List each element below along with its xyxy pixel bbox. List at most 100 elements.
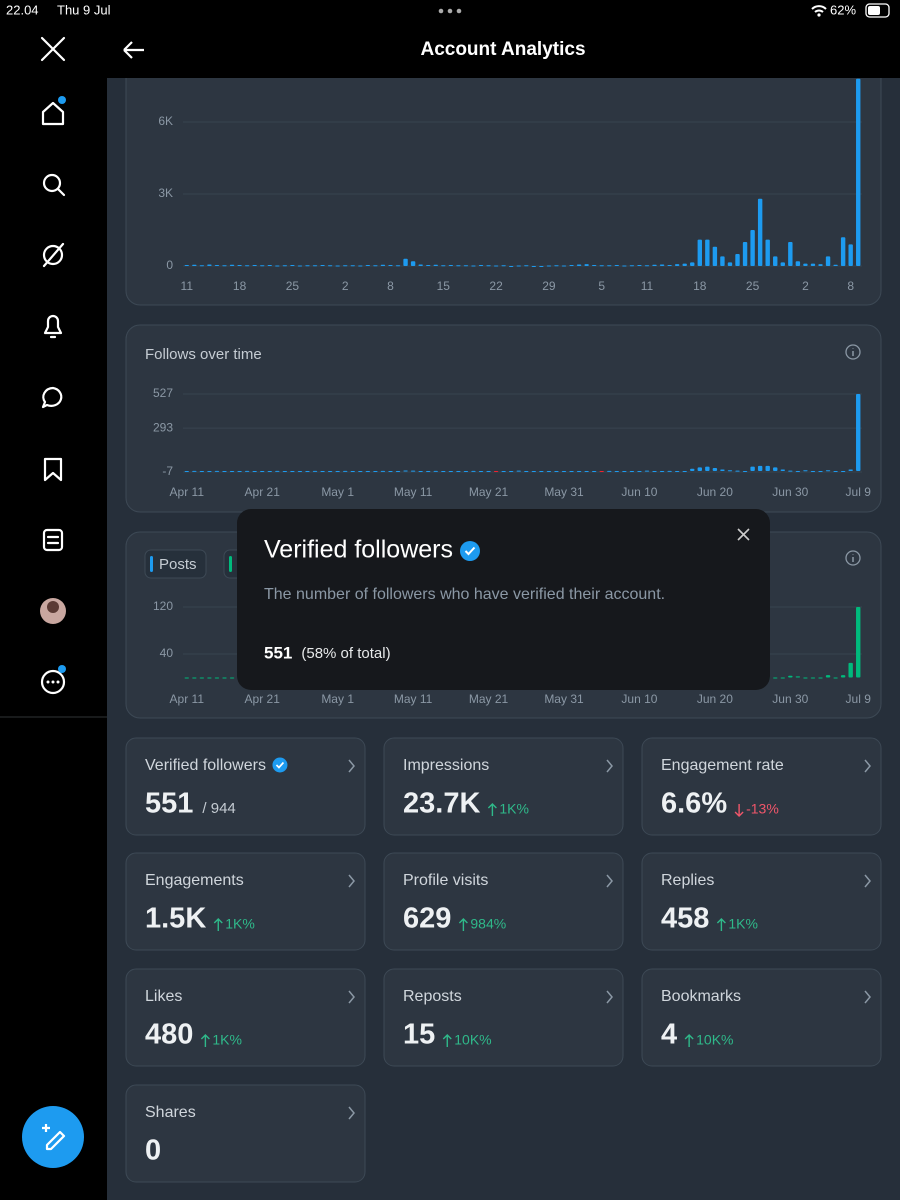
header-title: Account Analytics bbox=[420, 39, 585, 60]
metric-card[interactable]: Likes 480 1K% bbox=[125, 968, 366, 1067]
bar bbox=[637, 265, 642, 267]
bar bbox=[327, 470, 333, 472]
metric-card[interactable]: Engagement rate 6.6% -13% bbox=[641, 737, 882, 836]
bar bbox=[584, 470, 589, 472]
bar bbox=[267, 265, 272, 267]
battery-level bbox=[868, 6, 880, 15]
bar bbox=[448, 265, 454, 267]
bar bbox=[569, 265, 574, 267]
legend-swatch bbox=[229, 556, 232, 572]
change-arrow bbox=[487, 803, 497, 816]
bar bbox=[629, 470, 635, 472]
back-button[interactable] bbox=[123, 41, 144, 59]
nav-notifications[interactable] bbox=[43, 314, 63, 339]
compose-button[interactable] bbox=[22, 1106, 84, 1168]
bar bbox=[410, 470, 416, 472]
nav-grok[interactable] bbox=[42, 244, 64, 266]
bar bbox=[192, 677, 197, 679]
metric-card-box bbox=[125, 968, 366, 1067]
metric-card[interactable]: Profile visits 629 984% bbox=[383, 852, 624, 951]
bar bbox=[282, 470, 288, 472]
change-arrow bbox=[716, 918, 726, 931]
x-tick-label: 8 bbox=[847, 279, 854, 293]
bar bbox=[591, 470, 597, 472]
bar bbox=[810, 263, 816, 266]
chevron bbox=[348, 874, 355, 888]
bar bbox=[524, 265, 529, 267]
bar bbox=[365, 265, 371, 267]
bar bbox=[803, 470, 808, 472]
metric-card[interactable]: Engagements 1.5K 1K% bbox=[125, 852, 366, 951]
bar bbox=[471, 470, 476, 472]
metric-card-box bbox=[125, 1084, 366, 1183]
bar bbox=[501, 265, 506, 267]
nav-search[interactable] bbox=[42, 173, 62, 193]
nav-messages[interactable] bbox=[41, 386, 63, 409]
wifi-dot bbox=[817, 13, 821, 17]
bar bbox=[584, 264, 589, 266]
nav-more[interactable] bbox=[40, 669, 66, 695]
x-tick-label: Apr 11 bbox=[170, 692, 205, 706]
bar bbox=[674, 470, 680, 472]
bar bbox=[478, 265, 484, 267]
bar bbox=[508, 266, 514, 267]
x-tick-label: 11 bbox=[181, 279, 194, 293]
tooltip-title: Verified followers bbox=[264, 536, 453, 564]
tooltip-box bbox=[237, 509, 770, 690]
bar bbox=[840, 237, 846, 266]
bar bbox=[275, 470, 280, 472]
bar bbox=[297, 470, 303, 472]
y-tick-label: 120 bbox=[153, 599, 173, 613]
metric-card[interactable]: Impressions 23.7K 1K% bbox=[383, 737, 624, 836]
metric-label: Engagements bbox=[145, 872, 244, 889]
nav-grok-slash bbox=[42, 242, 65, 268]
bar bbox=[825, 675, 831, 678]
metric-card[interactable]: Bookmarks 4 10K% bbox=[641, 968, 882, 1067]
bar bbox=[327, 265, 333, 267]
nav-search-handle bbox=[56, 187, 66, 197]
metric-change: 1K% bbox=[728, 916, 758, 932]
bar bbox=[207, 264, 212, 266]
bar bbox=[425, 265, 431, 267]
bar bbox=[229, 264, 235, 266]
nav-home[interactable] bbox=[41, 101, 65, 126]
nav-more-dots bbox=[46, 680, 60, 684]
bar bbox=[184, 677, 189, 679]
close-button[interactable] bbox=[737, 528, 750, 541]
bar bbox=[554, 265, 559, 267]
bar bbox=[788, 675, 793, 678]
info-icon[interactable] bbox=[845, 550, 861, 566]
nav-bookmarks[interactable] bbox=[43, 457, 63, 482]
x-tick-label: May 21 bbox=[469, 485, 509, 499]
x-tick-label: Jun 30 bbox=[772, 485, 808, 499]
bar bbox=[727, 470, 733, 472]
bar bbox=[705, 466, 710, 471]
x-logo[interactable] bbox=[40, 36, 66, 62]
bar bbox=[267, 470, 272, 472]
metric-change: -13% bbox=[746, 801, 779, 817]
legend-item[interactable] bbox=[144, 549, 207, 579]
bar bbox=[229, 470, 235, 472]
metric-total: / 944 bbox=[202, 800, 235, 817]
info-icon[interactable] bbox=[845, 344, 861, 360]
bar bbox=[456, 265, 461, 267]
bar bbox=[546, 470, 552, 472]
bar bbox=[788, 470, 793, 472]
x-tick-label: Apr 21 bbox=[245, 485, 281, 499]
metric-card[interactable]: Shares 0 bbox=[125, 1084, 366, 1183]
metric-card[interactable]: Reposts 15 10K% bbox=[383, 968, 624, 1067]
metric-card-box bbox=[641, 968, 882, 1067]
metric-card-box bbox=[641, 852, 882, 951]
bar bbox=[735, 470, 740, 472]
metric-card[interactable]: Replies 458 1K% bbox=[641, 852, 882, 951]
bar bbox=[644, 470, 650, 472]
bar bbox=[237, 470, 242, 472]
bar bbox=[388, 470, 393, 472]
verified-check bbox=[464, 546, 476, 556]
metric-card[interactable]: Verified followers 551 / 944 bbox=[125, 737, 366, 836]
bar bbox=[856, 394, 861, 471]
bar bbox=[607, 470, 612, 472]
bar bbox=[320, 470, 325, 472]
nav-lists[interactable] bbox=[42, 528, 64, 552]
